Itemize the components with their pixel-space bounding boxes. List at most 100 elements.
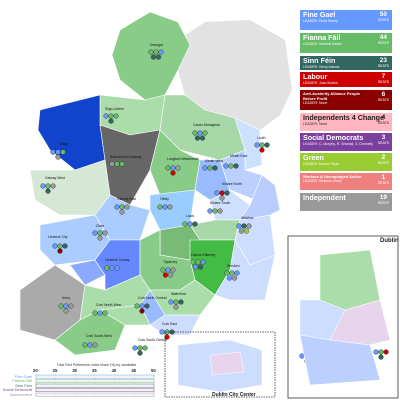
seat-dot-fg [52, 243, 58, 249]
label-tipperary: Tipperary [163, 260, 177, 264]
legend-party-name: Anti-Austerity Alliance People Before Pr… [303, 91, 360, 101]
vote-share-chart: Total First Preference votes share (%) b… [3, 363, 159, 397]
seat-dot-ff [182, 221, 188, 227]
constituency-mayo [37, 94, 106, 171]
chart-bar-track [35, 388, 155, 392]
legend-seat-number: 2 [381, 154, 386, 161]
legend-party-name: Independent [303, 193, 346, 202]
label-limerick-city: Limerick City [48, 235, 68, 239]
legend-entry-ind: Independent 19 SEATS [300, 193, 392, 211]
seat-cluster [168, 299, 184, 310]
seat-dot-fg [114, 265, 120, 271]
seat-dot-fg [103, 113, 109, 119]
seat-dot-ind [231, 275, 238, 281]
legend-seat-unit: SEATS [377, 141, 389, 145]
seat-dot-sf [155, 54, 162, 60]
legend-seat-unit: SEATS [377, 181, 389, 185]
legend-seat-unit: SEATS [377, 80, 389, 84]
label-wicklow: Wicklow [241, 216, 254, 220]
legend-entry-gp: Green LEADER: Eamon Ryan 2 SEATS [300, 153, 392, 171]
seat-dot-fg [139, 303, 145, 309]
legend-seat-count: 3 SEATS [378, 134, 389, 145]
seat-dot-ff [229, 270, 235, 276]
seat-cluster [109, 161, 125, 167]
seat-dot-sf [178, 299, 184, 305]
legend-entry-wua: Workers & Unemployed Action LEADER: Séamu… [300, 173, 392, 190]
dublin-inset-north [329, 299, 391, 346]
label-limerick-county: Limerick County [105, 258, 130, 262]
label-louth: Louth [257, 136, 266, 140]
seat-dot-sf [194, 135, 201, 141]
seat-cluster [52, 243, 68, 254]
seat-dot-ff [114, 161, 120, 167]
chart-tick-label: 50 [151, 368, 156, 373]
seat-dot-fg [187, 221, 193, 227]
seat-dot-ff [104, 265, 110, 271]
seat-dot-ff [57, 243, 63, 249]
seat-dot-fg [200, 259, 206, 265]
seat-dot-ff [165, 165, 171, 171]
label-laois: Laois [186, 214, 194, 218]
seat-dot-fg [114, 204, 120, 210]
seat-cluster [254, 142, 270, 153]
seat-dot-sf [137, 350, 143, 356]
seat-dot-ff [224, 270, 230, 276]
legend-party-leader: LEADER: Séamus Healy [303, 179, 342, 183]
chart-category-label: Social Democrat [2, 387, 32, 392]
constituency-cork-south-central [99, 304, 151, 326]
seat-dot-aaa [57, 248, 63, 254]
seat-cluster [373, 349, 389, 360]
label-wexford: Wexford [227, 264, 240, 268]
chart-tick-label: 45 [131, 368, 136, 373]
legend-party-leader: LEADER: Gerry Adams [303, 65, 340, 69]
constituency-dublin-region [239, 174, 281, 221]
dublin-inset-frame [287, 235, 399, 399]
seat-cluster [160, 267, 176, 278]
chart-category-label: Fianna Fáil [12, 378, 32, 383]
seat-dot-ff [212, 208, 218, 214]
chart-category-label: Independent [9, 391, 32, 397]
legend-seat-unit: SEATS [377, 161, 389, 165]
legend-party-name: Green [303, 153, 324, 162]
seat-dot-ff [58, 303, 64, 309]
legend-entry-fg: Fine Gael LEADER: Enda Kenny 50 SEATS [300, 10, 392, 30]
label-cork-north-west: Cork North-West [96, 303, 121, 307]
label-galway-west: Galway West [45, 176, 65, 180]
legend-seat-number: 23 [379, 57, 387, 64]
seat-dot-ind [55, 154, 61, 160]
seat-dot-fg [132, 345, 138, 351]
legend-seat-number: 3 [381, 134, 386, 141]
seat-dot-ind [102, 230, 108, 236]
label-waterford: Waterford [171, 292, 186, 296]
legend-seat-number: 19 [379, 194, 387, 201]
seat-dot-ff [173, 299, 179, 305]
seat-dot-ff [119, 161, 125, 167]
chart-bar-track [35, 374, 155, 379]
legend-seat-unit: SEATS [377, 121, 389, 125]
seat-dot-ind [217, 208, 223, 214]
seat-dot-ind [63, 308, 69, 314]
chart-bar-track [35, 379, 155, 383]
label-kildare-south: Kildare South [210, 201, 230, 205]
legend-seat-number: 44 [379, 34, 387, 41]
seat-dot-sf [264, 142, 270, 148]
legend-seat-unit: SEATS [377, 41, 389, 45]
label-galway-east: Galway East [117, 197, 136, 201]
seat-dot-ff [228, 163, 234, 169]
dublin-city-inset-central [209, 351, 245, 376]
legend-party-leader: LEADER: Enda Kenny [303, 19, 339, 23]
seat-dot-fg [63, 303, 69, 309]
seat-dot-fg [109, 265, 115, 271]
seat-dot-ind [167, 272, 174, 278]
seat-dot-lab [170, 170, 176, 176]
seat-dot-fg [92, 230, 98, 236]
seat-cluster [58, 303, 74, 314]
seat-dot-fg [207, 208, 213, 214]
dublin-inset-south [299, 334, 381, 386]
seat-dot-lab [259, 147, 265, 153]
legend-seat-unit: SEATS [377, 98, 389, 102]
seat-dot-fg [197, 130, 203, 136]
seat-dot-ff [153, 49, 159, 55]
seat-dot-ff [164, 329, 170, 335]
seat-cluster [182, 221, 198, 227]
